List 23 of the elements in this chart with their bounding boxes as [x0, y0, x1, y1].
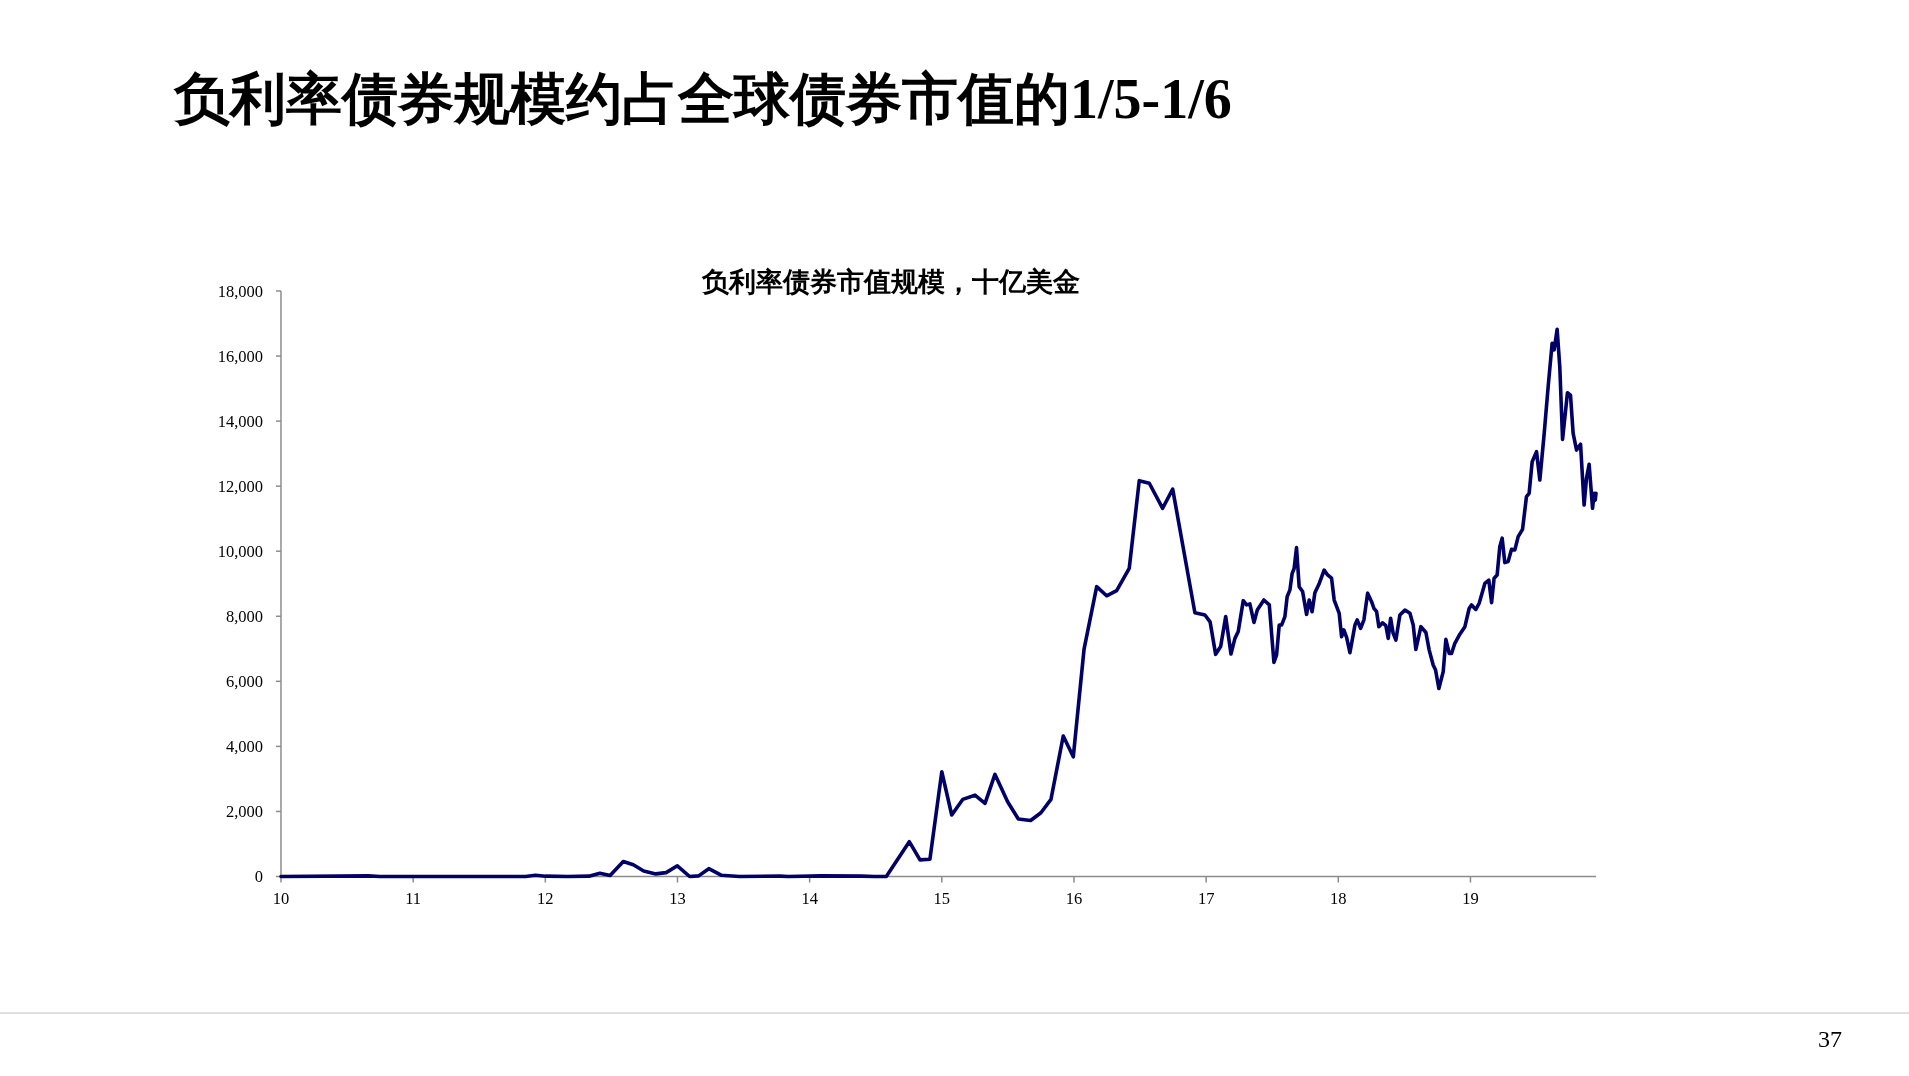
- y-tick-label: 12,000: [217, 476, 263, 496]
- x-tick-label: 17: [1197, 888, 1215, 908]
- x-tick-label: 15: [933, 888, 951, 908]
- x-tick-label: 12: [537, 888, 554, 908]
- y-tick-label: 2,000: [225, 801, 263, 821]
- text: 37: [1818, 1026, 1842, 1052]
- x-tick-label: 10: [272, 888, 290, 908]
- chart-title: 负利率债券规模约占全球债券市值的1/5-1/6: [173, 68, 1232, 130]
- x-tick-label: 13: [669, 888, 686, 908]
- x-tick-label: 19: [1462, 888, 1479, 908]
- y-tick-label: 0: [254, 867, 263, 886]
- y-tick-label: 18,000: [217, 281, 263, 301]
- y-tick-label: 16,000: [217, 346, 263, 366]
- y-tick-label: 6,000: [225, 671, 263, 691]
- x-tick-label: 14: [801, 888, 818, 908]
- y-tick-label: 8,000: [225, 606, 263, 626]
- x-tick-label: 11: [405, 888, 422, 908]
- y-tick-label: 4,000: [225, 736, 263, 756]
- y-tick-label: 10,000: [217, 541, 263, 561]
- chart-subtitle: 负利率债券市值规模，十亿美金: [700, 267, 1080, 297]
- x-tick-label: 16: [1065, 888, 1083, 908]
- x-tick-label: 18: [1330, 888, 1347, 908]
- y-tick-label: 14,000: [217, 411, 263, 431]
